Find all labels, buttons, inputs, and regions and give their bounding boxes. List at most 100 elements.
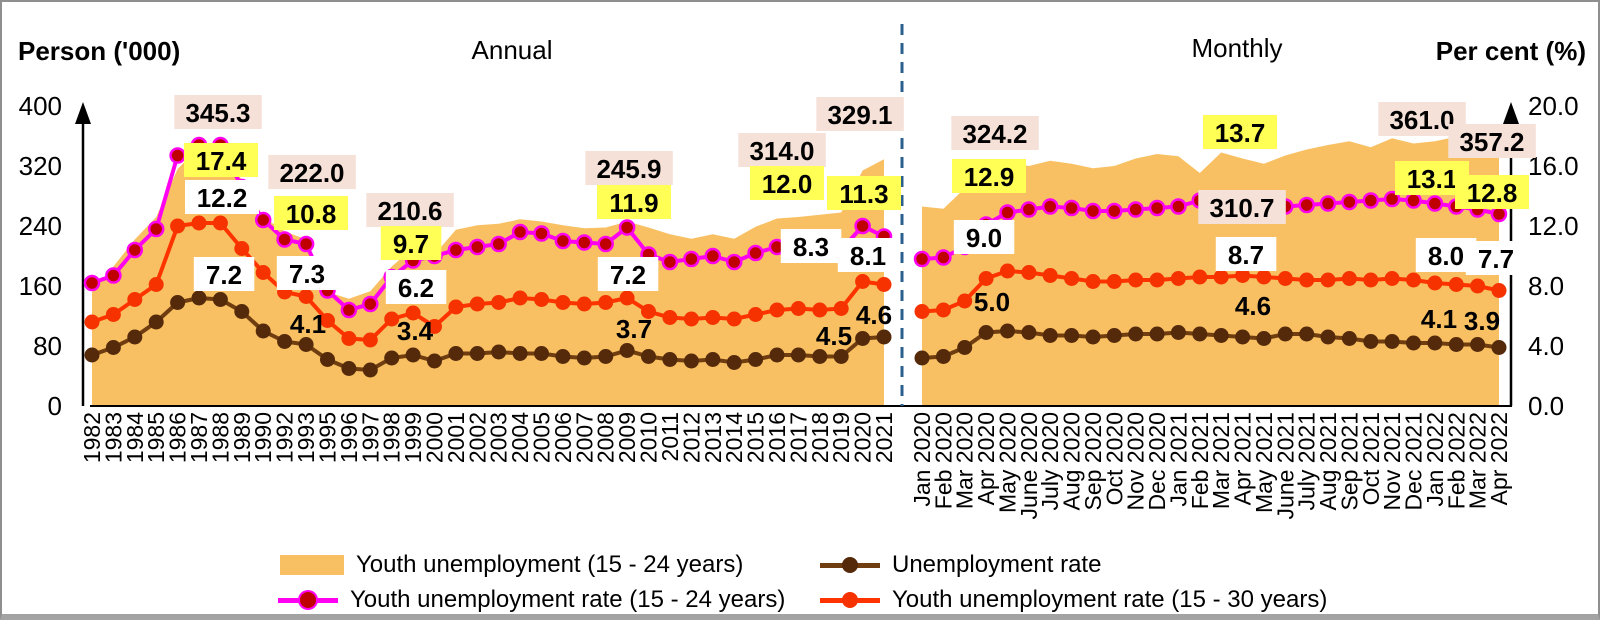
x-axis-tick: 2002 (464, 412, 490, 463)
data-point (748, 307, 764, 322)
x-axis-tick: 2009 (614, 412, 640, 463)
annual-panel-title: Annual (471, 35, 553, 65)
x-axis-tick: Apr 2020 (973, 412, 999, 505)
x-axis-tick: 2019 (828, 412, 854, 463)
data-point (641, 349, 656, 364)
data-label-bg (1198, 190, 1286, 224)
data-point (619, 343, 635, 358)
data-point (105, 307, 121, 322)
data-point (1042, 268, 1058, 283)
data-point (1256, 269, 1272, 285)
data-label-bg (276, 256, 338, 290)
data-point (726, 355, 742, 370)
x-axis-tick: 2003 (486, 412, 512, 463)
data-point (491, 344, 507, 360)
left-axis-tick: 0 (48, 391, 62, 421)
data-point (1362, 192, 1380, 209)
data-point (812, 302, 828, 318)
data-label: 10.8 (286, 199, 337, 229)
x-axis-tick: 1983 (100, 412, 126, 463)
data-point (341, 331, 357, 346)
data-point (1170, 198, 1187, 215)
legend-label: Youth unemployment rate (15 - 30 years) (892, 586, 1328, 613)
data-label: 4.1 (1421, 304, 1457, 334)
data-label: 8.7 (1228, 240, 1264, 270)
x-axis-tick: May 2020 (994, 412, 1020, 513)
data-point (1470, 278, 1486, 294)
data-label-bg (385, 270, 447, 304)
data-point (683, 250, 700, 268)
data-point (1021, 325, 1037, 340)
data-point (340, 301, 358, 319)
data-label-bg (750, 166, 824, 200)
data-label: 8.1 (850, 241, 886, 271)
data-point (127, 292, 143, 307)
data-point (1213, 328, 1229, 343)
data-label: 245.9 (596, 154, 661, 184)
monthly-panel-title: Monthly (1191, 33, 1283, 63)
data-point (1192, 269, 1208, 285)
left-axis-arrow-head (75, 102, 91, 124)
line-dot-icon (278, 590, 338, 610)
data-label: 12.8 (1467, 178, 1518, 208)
data-point (447, 241, 465, 259)
data-label: 12.2 (197, 183, 248, 213)
data-point (254, 211, 272, 229)
data-point (1256, 331, 1272, 346)
data-point (148, 277, 164, 292)
data-point (147, 220, 165, 238)
data-point (1426, 195, 1444, 212)
x-axis-tick: 2001 (443, 412, 469, 463)
line-dot-icon (820, 590, 880, 610)
data-point (705, 310, 721, 325)
x-axis-tick: 1984 (122, 412, 148, 463)
left-axis-title: Person ('000) (18, 36, 181, 66)
data-point (1021, 265, 1037, 280)
x-axis-tick: Feb 2021 (1187, 412, 1213, 509)
data-label: 8.0 (1428, 241, 1464, 271)
x-axis-tick: Aug 2020 (1059, 412, 1085, 510)
data-point (1319, 195, 1337, 212)
x-axis-tick: 1993 (293, 412, 319, 463)
data-point (1106, 202, 1123, 220)
data-point (1128, 272, 1144, 288)
data-point (833, 349, 849, 364)
data-point (191, 290, 207, 306)
x-axis-tick: July 2020 (1037, 412, 1063, 510)
data-point (320, 313, 335, 328)
data-point (1041, 198, 1059, 215)
data-label-bg (585, 151, 673, 185)
x-axis-tick: 2000 (421, 412, 447, 463)
data-point (448, 299, 464, 315)
data-label-bg (193, 257, 255, 291)
data-point (1341, 271, 1357, 286)
data-point (876, 277, 892, 292)
data-label: 345.3 (185, 98, 250, 128)
x-axis-tick: Dec 2020 (1144, 412, 1170, 510)
data-label-bg (952, 159, 1026, 193)
data-point (978, 271, 994, 286)
left-axis-tick: 240 (19, 211, 62, 241)
right-axis-tick: 8.0 (1528, 271, 1564, 301)
data-point (619, 290, 635, 306)
data-point (914, 304, 930, 319)
right-axis-tick: 4.0 (1528, 331, 1564, 361)
data-label-bg (1455, 175, 1529, 209)
data-point (1064, 328, 1080, 343)
data-label-bg (185, 180, 259, 214)
data-point (1363, 334, 1379, 349)
data-point (854, 217, 871, 235)
data-point (935, 349, 951, 364)
x-axis-tick: 1987 (186, 412, 212, 463)
annual-rate_15_24-markers (83, 136, 893, 319)
x-axis-tick: 2007 (571, 412, 597, 463)
data-point (384, 350, 400, 366)
x-axis-tick: Feb 2020 (930, 412, 956, 509)
annual-unemployment_rate-markers (84, 290, 892, 378)
legend-item-youth-unemployment: Youth unemployment (15 - 24 years) (280, 551, 743, 579)
right-axis-arrow-head (1503, 102, 1519, 124)
x-axis-tick: Oct 2021 (1358, 412, 1384, 505)
data-label-bg (738, 133, 826, 167)
x-axis-tick: 1999 (400, 412, 426, 463)
data-label: 5.0 (974, 287, 1010, 317)
